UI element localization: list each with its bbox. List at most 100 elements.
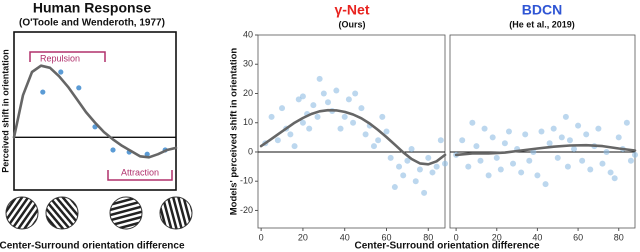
data-point (501, 140, 508, 147)
y-tick-label: 40 (243, 29, 253, 39)
chart-title: BDCN (522, 2, 562, 18)
data-point (459, 137, 466, 144)
data-point (497, 166, 504, 173)
data-point (558, 134, 565, 141)
data-point (603, 148, 610, 155)
x-tick-label: 80 (423, 232, 433, 242)
data-point (442, 160, 448, 167)
data-point (615, 134, 622, 141)
fit-curve (454, 143, 637, 157)
data-point (575, 122, 582, 129)
x-tick-label: 80 (614, 232, 624, 242)
y-axis-label: Perceived shift in orientation (0, 49, 10, 173)
x-tick-label: 20 (492, 232, 502, 242)
data-point (299, 93, 306, 100)
data-point (571, 146, 578, 153)
chart-title: γ-Net (334, 2, 369, 18)
y-tick-label: 30 (243, 59, 253, 69)
data-point (400, 172, 407, 179)
plot-frame (257, 34, 446, 229)
data-point (554, 154, 561, 161)
data-point (370, 143, 377, 150)
data-point (375, 137, 382, 144)
data-point (295, 96, 302, 103)
fit-curve (12, 64, 178, 159)
x-tick-label: 40 (340, 232, 350, 242)
fit-curve (259, 108, 447, 166)
data-point (310, 102, 317, 109)
chart-title: Human Response (33, 0, 151, 16)
x-tick-label: 0 (259, 232, 264, 242)
data-point (611, 175, 618, 182)
data-point (599, 160, 606, 167)
y-tick-label: -10 (240, 176, 253, 186)
data-point (546, 140, 553, 147)
data-point (408, 146, 415, 153)
attraction-bracket (107, 170, 173, 181)
data-point (425, 154, 432, 161)
data-point (274, 137, 281, 144)
data-point (522, 131, 529, 138)
data-point (595, 125, 602, 132)
grating-icon (5, 196, 39, 230)
data-point (534, 172, 541, 179)
x-tick-label: 0 (454, 232, 459, 242)
data-point (362, 131, 369, 138)
grating-icons (5, 196, 193, 230)
data-point (383, 128, 390, 135)
data-point (341, 113, 348, 120)
data-point (396, 163, 403, 170)
data-point (291, 143, 298, 150)
y-tick-label: 10 (243, 117, 253, 127)
data-point (489, 134, 496, 141)
data-point (268, 113, 275, 120)
grating-icon (109, 196, 143, 230)
data-point (518, 169, 525, 176)
data-point (583, 131, 590, 138)
data-point (473, 143, 480, 150)
data-point (110, 147, 116, 153)
data-point (542, 181, 549, 188)
annotation: Attraction (121, 167, 159, 177)
y-tick-label: 20 (243, 88, 253, 98)
data-point (493, 154, 500, 161)
repulsion-bracket (29, 51, 106, 62)
x-tick-label: 60 (573, 232, 583, 242)
data-point (429, 169, 436, 176)
data-point (299, 119, 306, 126)
chart-subtitle: (He et al., 2019) (509, 19, 575, 29)
data-point (350, 119, 357, 126)
data-point (437, 137, 444, 144)
data-point (391, 184, 398, 191)
x-tick-label: 40 (532, 232, 542, 242)
data-point (314, 113, 321, 120)
data-point (632, 151, 638, 158)
data-point (579, 157, 586, 164)
grating-icon (159, 196, 193, 230)
plot-frame (449, 34, 636, 229)
data-point (469, 119, 476, 126)
y-tick-label: -20 (240, 205, 253, 215)
annotation: Repulsion (40, 53, 80, 63)
x-tick-label: 20 (298, 232, 308, 242)
data-point (433, 163, 440, 170)
data-point (76, 85, 82, 91)
data-point (387, 154, 394, 161)
data-point (485, 172, 492, 179)
x-axis-label: Center-Surround orientation difference (354, 241, 539, 252)
data-point (627, 157, 634, 164)
data-point (58, 69, 64, 75)
data-point (337, 125, 344, 132)
data-point (477, 157, 484, 164)
data-point (416, 166, 423, 173)
data-point (510, 160, 517, 167)
data-point (607, 169, 614, 176)
data-point (287, 131, 294, 138)
grating-icon (45, 196, 79, 230)
data-point (144, 151, 150, 157)
data-point (421, 189, 428, 196)
data-point (550, 125, 557, 132)
chart-subtitle: (Ours) (339, 19, 366, 29)
data-point (316, 75, 323, 82)
